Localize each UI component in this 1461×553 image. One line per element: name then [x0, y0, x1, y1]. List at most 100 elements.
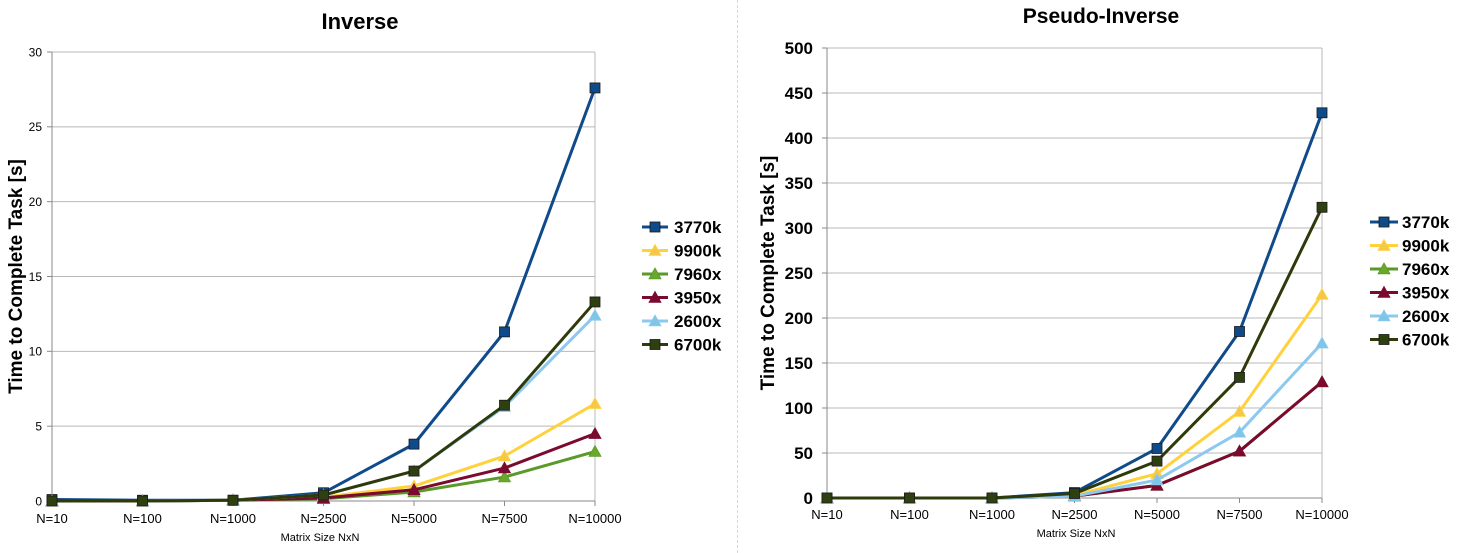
y-tick-label: 30 [29, 45, 43, 59]
legend-label-3770k: 3770k [1402, 213, 1450, 232]
legend-marker-3950x [648, 290, 662, 303]
data-point-3950x [588, 426, 602, 439]
y-tick-label: 250 [785, 264, 813, 283]
x-tick-label: N=100 [890, 507, 929, 522]
x-axis-label: Matrix Size NxN [281, 532, 360, 544]
x-tick-label: N=1000 [969, 507, 1015, 522]
series-2600x [45, 308, 602, 507]
y-axis-label: Time to Complete Task [s] [758, 156, 779, 391]
y-tick-label: 0 [35, 494, 42, 508]
data-point-6700k [821, 492, 833, 504]
chart-inverse: 0 5 10 15 20 25 30 N=10 N=100 N=1000 N=2500 N=5000 N… [6, 9, 722, 544]
y-tick-label: 350 [785, 174, 813, 193]
data-point-6700k [46, 495, 58, 507]
legend: 3770k 9900k 7960x 3950x 2600x 6700k [642, 218, 722, 355]
data-point-6700k [137, 495, 148, 507]
data-point-9900k [1232, 404, 1247, 417]
legend-label-3950x: 3950x [674, 289, 722, 308]
legend: 3770k 9900k 7960x 3950x 2600x 6700k [1370, 213, 1450, 350]
series-line-3770k [827, 112, 1324, 500]
data-point-9900k [497, 449, 512, 462]
y-tick-label: 100 [785, 399, 813, 418]
series-line-9900k [52, 402, 596, 503]
chart-pseudo-inverse: 0 50 100 150 200 250 300 350 400 450 500 N=10 N=100 N… [758, 5, 1450, 540]
y-axis-label: Time to Complete Task [s] [6, 159, 27, 394]
x-tick-label: N=10 [36, 511, 67, 526]
series-line-3770k [51, 87, 597, 502]
y-tick-label: 0 [804, 489, 813, 508]
data-point-6700k [1316, 201, 1328, 213]
data-point-6700k [227, 494, 239, 506]
legend-marker-6700k [1378, 334, 1390, 345]
x-tick-label: N=10 [811, 507, 842, 522]
x-tick-label: N=1000 [210, 511, 256, 526]
legend-label-6700k: 6700k [674, 336, 722, 355]
x-tick-label: N=5000 [1134, 507, 1180, 522]
data-point-6700k [318, 489, 329, 501]
series-3770k [46, 82, 601, 506]
legend-label-9900k: 9900k [674, 242, 722, 261]
legend-marker-6700k [649, 339, 661, 350]
x-tick-label: N=7500 [482, 511, 528, 526]
y-tick-label: 15 [29, 270, 43, 284]
data-point-3770k [1151, 443, 1163, 454]
data-point-6700k [904, 492, 915, 504]
data-point-2600x [588, 308, 602, 321]
x-tick-label: N=100 [123, 511, 162, 526]
data-point-2600x [1150, 473, 1164, 486]
data-point-6700k [1151, 455, 1163, 467]
legend-marker-7960x [1377, 262, 1391, 275]
y-tick-label: 300 [785, 219, 813, 238]
y-tick-label: 150 [785, 354, 813, 373]
legend-marker-9900k [648, 243, 662, 256]
data-point-3950x [1315, 375, 1329, 388]
x-axis-label: Matrix Size NxN [1037, 528, 1116, 540]
data-point-7960x [497, 470, 512, 483]
x-tick-label: N=5000 [391, 511, 437, 526]
series-9900k [820, 287, 1329, 504]
data-point-3770k [499, 326, 510, 338]
data-point-3770k [1316, 107, 1328, 119]
data-point-6700k [986, 492, 998, 504]
y-tick-label: 200 [785, 309, 813, 328]
data-point-6700k [589, 296, 601, 308]
data-point-3770k [408, 438, 420, 450]
y-tick-label: 20 [29, 195, 43, 209]
series-6700k [821, 201, 1328, 504]
y-tick-label: 50 [794, 444, 813, 463]
x-tick-label: N=2500 [1052, 507, 1098, 522]
data-point-3950x [407, 482, 421, 495]
series-6700k [46, 296, 601, 507]
data-point-3950x [497, 461, 512, 474]
y-tick-label: 400 [785, 129, 813, 148]
legend-label-7960x: 7960x [674, 265, 722, 284]
legend-marker-2600x [648, 314, 662, 327]
legend-marker-3770k [1378, 216, 1390, 228]
panel-divider [737, 0, 738, 553]
data-point-3770k [1234, 326, 1245, 337]
x-tick-label: N=10000 [1295, 507, 1348, 522]
legend-label-2600x: 2600x [1402, 307, 1450, 326]
data-point-3770k [589, 82, 601, 94]
y-tick-label: 5 [35, 419, 42, 433]
data-point-2600x [1315, 336, 1329, 349]
legend-label-6700k: 6700k [1402, 331, 1450, 350]
series-3770k [821, 107, 1328, 504]
data-point-9900k [1315, 287, 1329, 300]
series-line-9900k [827, 293, 1324, 500]
series-line-6700k [827, 206, 1324, 500]
series-line-2600x [827, 342, 1324, 500]
y-tick-label: 25 [29, 120, 43, 134]
legend-label-9900k: 9900k [1402, 237, 1450, 256]
data-point-6700k [408, 465, 420, 477]
y-tick-label: 500 [785, 39, 813, 58]
chart-title: Inverse [321, 9, 398, 34]
x-tick-label: N=7500 [1217, 507, 1263, 522]
legend-marker-7960x [648, 267, 662, 280]
legend-label-3950x: 3950x [1402, 284, 1450, 303]
y-tick-label: 10 [29, 345, 43, 359]
data-point-6700k [1069, 488, 1080, 499]
data-point-6700k [499, 399, 510, 411]
legend-marker-3770k [649, 221, 661, 233]
